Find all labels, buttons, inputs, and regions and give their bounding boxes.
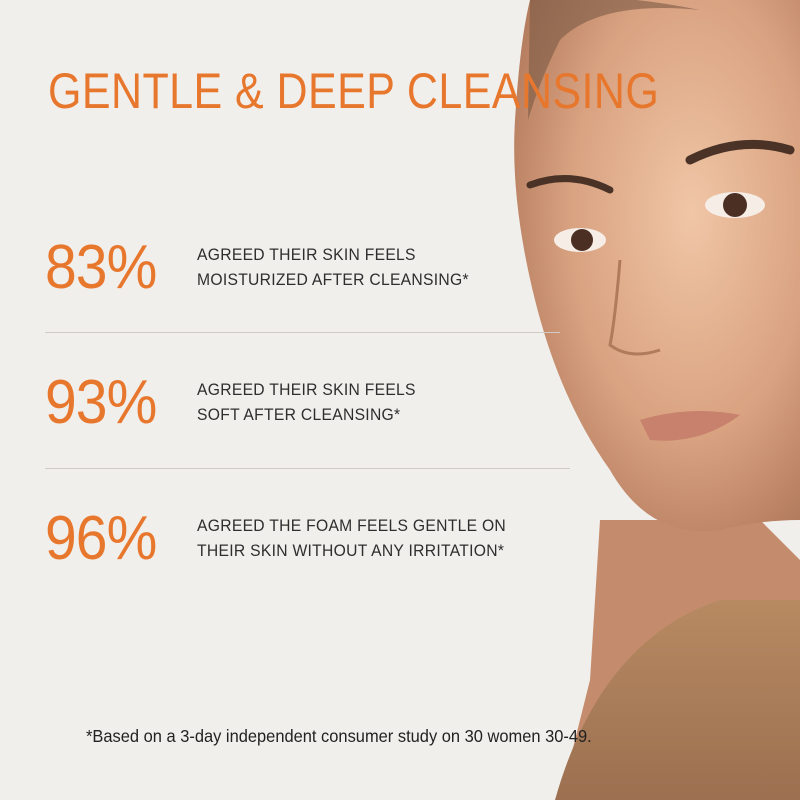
- stat-value: 93%: [45, 368, 157, 437]
- stat-value: 96%: [45, 504, 157, 573]
- stat-soft: 93% AGREED THEIR SKIN FEELS SOFT AFTER C…: [45, 367, 427, 438]
- stat-value: 83%: [45, 233, 157, 302]
- stat-line: AGREED THE FOAM FEELS GENTLE ON: [197, 516, 507, 535]
- divider: [45, 332, 560, 333]
- stat-gentle: 96% AGREED THE FOAM FEELS GENTLE ON THEI…: [45, 503, 522, 574]
- headline: GENTLE & DEEP CLEANSING: [48, 63, 660, 119]
- stat-line: AGREED THEIR SKIN FEELS: [197, 245, 416, 264]
- stat-description: AGREED THEIR SKIN FEELS MOISTURIZED AFTE…: [197, 243, 469, 293]
- stat-line: THEIR SKIN WITHOUT ANY IRRITATION*: [197, 541, 505, 560]
- stat-description: AGREED THEIR SKIN FEELS SOFT AFTER CLEAN…: [197, 378, 416, 428]
- stat-moisturized: 83% AGREED THEIR SKIN FEELS MOISTURIZED …: [45, 232, 483, 303]
- divider: [45, 468, 570, 469]
- stat-line: MOISTURIZED AFTER CLEANSING*: [197, 270, 469, 289]
- stat-line: SOFT AFTER CLEANSING*: [197, 405, 401, 424]
- footnote: *Based on a 3-day independent consumer s…: [86, 726, 592, 746]
- stat-description: AGREED THE FOAM FEELS GENTLE ON THEIR SK…: [197, 514, 506, 564]
- stat-line: AGREED THEIR SKIN FEELS: [197, 380, 416, 399]
